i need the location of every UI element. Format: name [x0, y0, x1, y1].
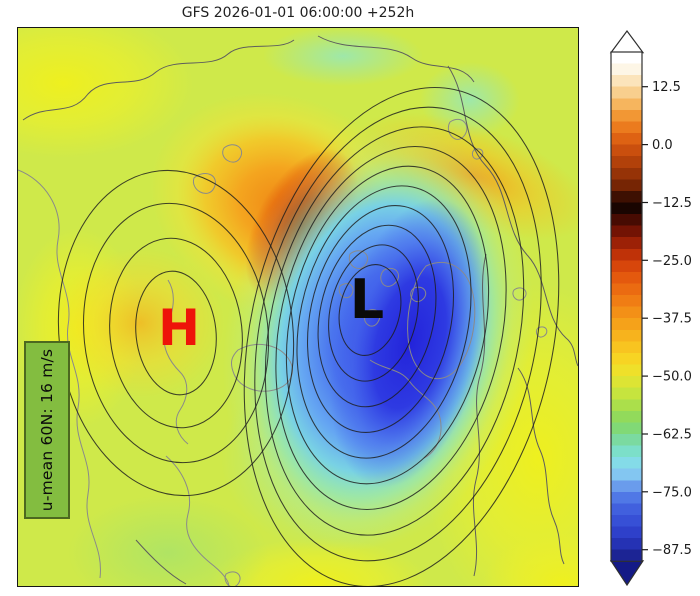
low-marker: L — [350, 268, 384, 331]
svg-text:−37.5: −37.5 — [652, 312, 692, 327]
high-marker: H — [158, 299, 200, 357]
colorbar-under-arrow — [609, 560, 645, 587]
map-field-svg: H L — [18, 28, 578, 586]
contour-rings-high — [57, 169, 295, 497]
colorbar-ticks — [642, 86, 648, 551]
colorbar-bands — [611, 52, 642, 562]
coastlines-dark — [22, 35, 578, 585]
colorbar-tick-labels: 12.5 0.0 −12.5 −25.0 −37.5 −50.0 −62.5 −75.0 −87… — [652, 80, 692, 558]
colorbar-over-arrow — [609, 29, 645, 54]
svg-text:0.0: 0.0 — [652, 138, 673, 153]
contour-rings-low — [243, 87, 560, 586]
svg-text:−12.5: −12.5 — [652, 196, 692, 211]
colorbar: 12.5 0.0 −12.5 −25.0 −37.5 −50.0 −62.5 −75.0 −87… — [609, 29, 692, 587]
umean-annotation-text: u-mean 60N: 16 m/s — [38, 348, 56, 512]
cold-vortex-blob — [221, 125, 534, 553]
svg-text:−50.0: −50.0 — [652, 370, 692, 385]
colorbar-outline — [610, 51, 643, 562]
svg-text:−25.0: −25.0 — [652, 254, 692, 269]
umean-annotation: u-mean 60N: 16 m/s — [24, 341, 70, 519]
map-panel: H L u-mean 60N: 16 m/s — [17, 27, 579, 587]
figure-title: GFS 2026-01-01 06:00:00 +252h — [181, 5, 415, 21]
svg-text:12.5: 12.5 — [652, 80, 681, 95]
svg-text:−62.5: −62.5 — [652, 428, 692, 443]
svg-text:−75.0: −75.0 — [652, 485, 692, 500]
svg-text:−87.5: −87.5 — [652, 543, 692, 558]
